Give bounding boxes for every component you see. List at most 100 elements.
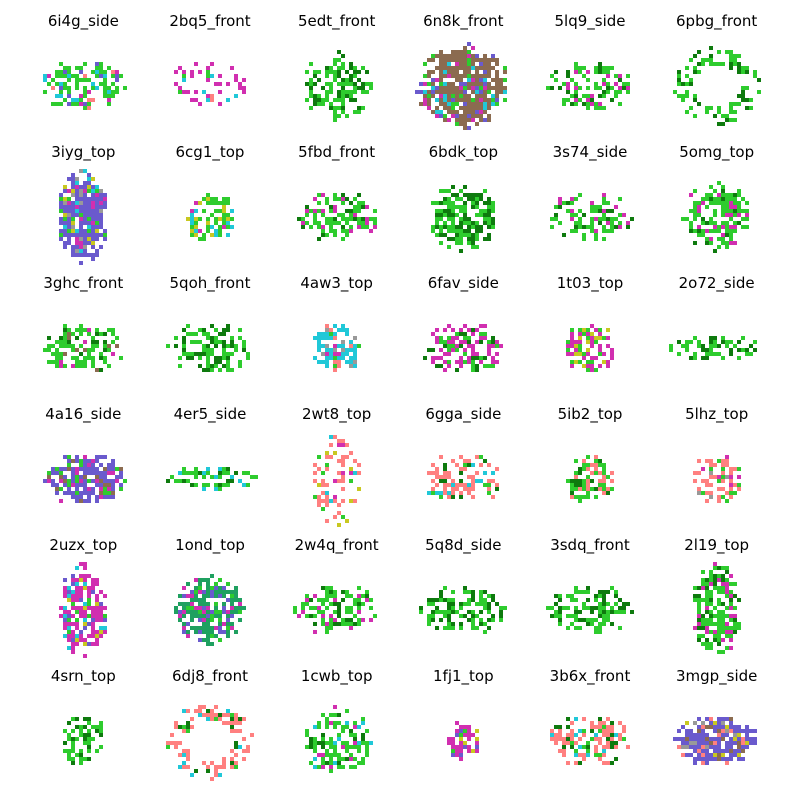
voxel-pixel — [87, 463, 92, 467]
voxel-pixel — [744, 106, 749, 110]
voxel-pixel — [205, 622, 210, 626]
voxel-pixel — [483, 201, 488, 205]
voxel-pixel — [561, 102, 566, 106]
voxel-pixel — [312, 74, 317, 78]
voxel-pixel — [625, 225, 630, 229]
voxel-pixel — [463, 126, 468, 130]
voxel-pixel — [617, 90, 622, 94]
voxel-pixel — [601, 606, 606, 610]
voxel-pixel — [451, 328, 456, 332]
voxel-pixel — [83, 201, 88, 205]
voxel-pixel — [471, 233, 476, 237]
voxel-pixel — [67, 753, 72, 757]
voxel-pixel — [71, 495, 76, 499]
voxel-pixel — [491, 340, 496, 344]
voxel-pixel — [63, 201, 68, 205]
voxel-pixel — [443, 487, 448, 491]
voxel-pixel — [75, 360, 80, 364]
voxel-pixel — [728, 193, 733, 197]
voxel-pixel — [487, 618, 492, 622]
voxel-pixel — [467, 459, 472, 463]
voxel-pixel — [209, 340, 214, 344]
voxel-pixel — [692, 626, 697, 630]
voxel-pixel — [201, 578, 206, 582]
voxel-pixel — [597, 102, 602, 106]
voxel-pixel — [589, 610, 594, 614]
voxel-pixel — [193, 594, 198, 598]
voxel-pixel — [316, 340, 321, 344]
voxel-pixel — [356, 610, 361, 614]
voxel-pixel — [593, 340, 598, 344]
thumbnail-cell: 3b6x_front — [527, 663, 654, 794]
voxel-pixel — [455, 749, 460, 753]
voxel-pixel — [724, 201, 729, 205]
voxel-pixel — [103, 205, 108, 209]
voxel-pixel — [99, 626, 104, 630]
voxel-pixel — [581, 487, 586, 491]
voxel-pixel — [185, 753, 190, 757]
voxel-pixel — [75, 753, 80, 757]
voxel-pixel — [340, 765, 345, 769]
voxel-pixel — [720, 757, 725, 761]
voxel-pixel — [617, 598, 622, 602]
voxel-pixel — [71, 574, 76, 578]
voxel-pixel — [201, 614, 206, 618]
voxel-pixel — [95, 455, 100, 459]
structure-thumbnail — [59, 562, 108, 658]
voxel-pixel — [75, 622, 80, 626]
voxel-pixel — [585, 86, 590, 90]
voxel-pixel — [368, 606, 373, 610]
voxel-pixel — [83, 455, 88, 459]
voxel-pixel — [479, 340, 484, 344]
voxel-pixel — [201, 594, 206, 598]
voxel-pixel — [237, 721, 242, 725]
voxel-pixel — [704, 578, 709, 582]
voxel-pixel — [459, 328, 464, 332]
structure-thumbnail — [312, 435, 361, 527]
voxel-pixel — [91, 336, 96, 340]
voxel-pixel — [356, 761, 361, 765]
voxel-pixel — [609, 737, 614, 741]
voxel-pixel — [431, 471, 436, 475]
voxel-pixel — [427, 90, 432, 94]
voxel-pixel — [348, 765, 353, 769]
voxel-pixel — [435, 483, 440, 487]
voxel-pixel — [479, 82, 484, 86]
voxel-pixel — [201, 638, 206, 642]
voxel-pixel — [205, 634, 210, 638]
voxel-pixel — [463, 745, 468, 749]
voxel-pixel — [459, 217, 464, 221]
voxel-pixel — [348, 757, 353, 761]
thumbnail-cell: 6n8k_front — [400, 8, 527, 139]
voxel-pixel — [71, 634, 76, 638]
voxel-pixel — [487, 340, 492, 344]
voxel-pixel — [241, 749, 246, 753]
voxel-pixel — [443, 368, 448, 372]
voxel-pixel — [181, 729, 186, 733]
voxel-pixel — [55, 360, 60, 364]
voxel-pixel — [95, 475, 100, 479]
voxel-pixel — [601, 487, 606, 491]
voxel-pixel — [83, 241, 88, 245]
voxel-pixel — [557, 618, 562, 622]
thumbnail-cell: 2bq5_front — [147, 8, 274, 139]
voxel-pixel — [217, 765, 222, 769]
voxel-pixel — [91, 205, 96, 209]
voxel-pixel — [320, 598, 325, 602]
voxel-pixel — [336, 439, 341, 443]
voxel-pixel — [87, 574, 92, 578]
voxel-pixel — [225, 360, 230, 364]
voxel-pixel — [193, 217, 198, 221]
voxel-pixel — [95, 618, 100, 622]
voxel-pixel — [435, 78, 440, 82]
voxel-pixel — [443, 58, 448, 62]
voxel-pixel — [467, 483, 472, 487]
voxel-pixel — [356, 463, 361, 467]
voxel-pixel — [320, 86, 325, 90]
voxel-pixel — [95, 225, 100, 229]
voxel-pixel — [51, 344, 56, 348]
voxel-pixel — [340, 348, 345, 352]
voxel-pixel — [249, 733, 254, 737]
voxel-pixel — [700, 467, 705, 471]
voxel-pixel — [181, 344, 186, 348]
